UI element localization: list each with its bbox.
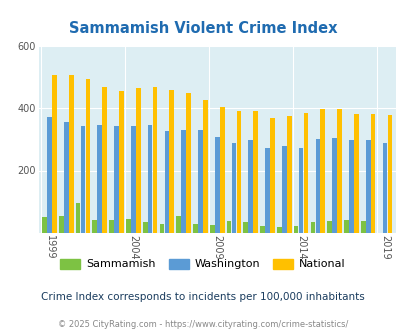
Bar xyxy=(260,226,264,233)
Bar xyxy=(331,138,336,233)
Bar xyxy=(102,87,107,233)
Bar xyxy=(226,221,231,233)
Bar xyxy=(47,117,52,233)
Bar xyxy=(243,222,247,233)
Bar xyxy=(370,114,375,233)
Bar xyxy=(131,126,135,233)
Bar xyxy=(264,148,269,233)
Bar xyxy=(59,216,64,233)
Bar xyxy=(365,140,370,233)
Text: Crime Index corresponds to incidents per 100,000 inhabitants: Crime Index corresponds to incidents per… xyxy=(41,292,364,302)
Bar xyxy=(64,122,68,233)
Bar xyxy=(315,139,320,233)
Bar xyxy=(214,137,219,233)
Bar xyxy=(303,113,308,233)
Bar xyxy=(231,144,236,233)
Bar xyxy=(281,146,286,233)
Bar xyxy=(69,75,73,233)
Bar xyxy=(202,100,207,233)
Bar xyxy=(97,124,102,233)
Text: Sammamish Violent Crime Index: Sammamish Violent Crime Index xyxy=(68,21,337,36)
Bar xyxy=(320,109,324,233)
Bar xyxy=(310,222,314,233)
Bar xyxy=(76,203,80,233)
Bar xyxy=(209,225,214,233)
Bar xyxy=(198,130,202,233)
Bar xyxy=(92,219,97,233)
Bar xyxy=(143,222,147,233)
Bar xyxy=(298,148,303,233)
Bar xyxy=(109,219,114,233)
Bar xyxy=(382,143,386,233)
Bar xyxy=(353,114,358,233)
Bar xyxy=(293,226,298,233)
Legend: Sammamish, Washington, National: Sammamish, Washington, National xyxy=(56,254,349,274)
Bar xyxy=(152,86,157,233)
Bar xyxy=(326,221,331,233)
Bar xyxy=(81,126,85,233)
Bar xyxy=(147,124,152,233)
Bar xyxy=(176,215,181,233)
Bar xyxy=(181,130,185,233)
Bar xyxy=(85,80,90,233)
Bar xyxy=(164,131,169,233)
Bar xyxy=(219,107,224,233)
Bar xyxy=(269,118,274,233)
Bar xyxy=(286,116,291,233)
Bar xyxy=(186,93,190,233)
Bar xyxy=(169,90,174,233)
Bar xyxy=(159,224,164,233)
Text: © 2025 CityRating.com - https://www.cityrating.com/crime-statistics/: © 2025 CityRating.com - https://www.city… xyxy=(58,320,347,329)
Bar xyxy=(119,91,124,233)
Bar xyxy=(253,112,258,233)
Bar xyxy=(248,140,252,233)
Bar xyxy=(114,126,119,233)
Bar xyxy=(136,88,140,233)
Bar xyxy=(236,111,241,233)
Bar xyxy=(193,224,197,233)
Bar xyxy=(343,219,348,233)
Bar xyxy=(387,115,391,233)
Bar xyxy=(348,140,353,233)
Bar xyxy=(276,227,281,233)
Bar xyxy=(52,75,57,233)
Bar xyxy=(337,109,341,233)
Bar xyxy=(42,217,47,233)
Bar xyxy=(360,221,364,233)
Bar xyxy=(126,219,130,233)
